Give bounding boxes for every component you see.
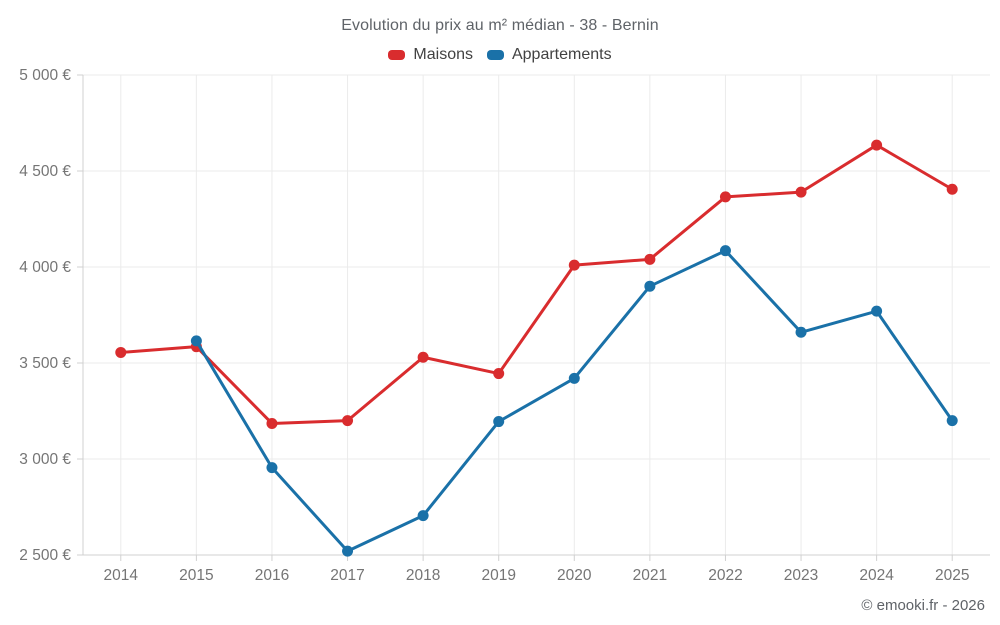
data-point-appartements-2018[interactable] <box>417 510 429 522</box>
legend-item-appartements[interactable]: Appartements <box>486 45 612 65</box>
y-tick-label: 2 500 € <box>19 547 71 564</box>
y-tick-label: 5 000 € <box>19 67 71 84</box>
data-point-maisons-2023[interactable] <box>795 186 807 198</box>
chart-title: Evolution du prix au m² médian - 38 - Be… <box>341 17 659 34</box>
chart-legend: Maisons Appartements <box>0 45 1000 65</box>
x-tick-label: 2018 <box>406 567 440 584</box>
data-point-appartements-2016[interactable] <box>266 462 278 474</box>
legend-item-maisons[interactable]: Maisons <box>388 45 473 65</box>
data-point-maisons-2025[interactable] <box>946 183 958 195</box>
data-point-maisons-2020[interactable] <box>568 259 580 271</box>
x-tick-label: 2017 <box>330 567 364 584</box>
data-point-appartements-2015[interactable] <box>190 335 202 347</box>
data-point-appartements-2024[interactable] <box>871 305 883 317</box>
data-point-appartements-2025[interactable] <box>946 415 958 427</box>
data-point-maisons-2018[interactable] <box>417 351 429 363</box>
data-point-maisons-2021[interactable] <box>644 253 656 265</box>
data-point-maisons-2014[interactable] <box>115 346 127 358</box>
data-point-maisons-2017[interactable] <box>342 415 354 427</box>
x-tick-label: 2020 <box>557 567 592 584</box>
x-tick-label: 2015 <box>179 567 213 584</box>
data-point-maisons-2024[interactable] <box>871 139 883 151</box>
copyright-watermark: © emooki.fr - 2026 <box>861 597 985 614</box>
legend-swatch-maisons <box>388 50 406 60</box>
data-point-maisons-2016[interactable] <box>266 417 278 429</box>
data-point-appartements-2017[interactable] <box>342 545 354 557</box>
y-tick-label: 3 000 € <box>19 451 71 468</box>
x-tick-label: 2022 <box>708 567 742 584</box>
x-tick-label: 2025 <box>935 567 969 584</box>
y-tick-label: 3 500 € <box>19 355 71 372</box>
data-point-appartements-2020[interactable] <box>568 372 580 384</box>
data-point-appartements-2022[interactable] <box>719 245 731 257</box>
x-tick-label: 2014 <box>104 567 139 584</box>
data-point-maisons-2019[interactable] <box>493 368 505 380</box>
x-tick-label: 2019 <box>481 567 515 584</box>
x-tick-label: 2024 <box>859 567 894 584</box>
y-tick-label: 4 000 € <box>19 259 71 276</box>
legend-swatch-appartements <box>486 50 504 60</box>
series-line-maisons <box>119 143 954 425</box>
data-point-appartements-2023[interactable] <box>795 326 807 338</box>
data-point-appartements-2019[interactable] <box>493 416 505 428</box>
y-tick-label: 4 500 € <box>19 163 71 180</box>
x-tick-label: 2016 <box>255 567 289 584</box>
data-point-maisons-2022[interactable] <box>719 191 731 203</box>
x-tick-label: 2023 <box>784 567 818 584</box>
x-tick-label: 2021 <box>633 567 667 584</box>
legend-label: Appartements <box>511 46 612 63</box>
legend-label: Maisons <box>413 46 473 63</box>
data-point-appartements-2021[interactable] <box>644 280 656 292</box>
